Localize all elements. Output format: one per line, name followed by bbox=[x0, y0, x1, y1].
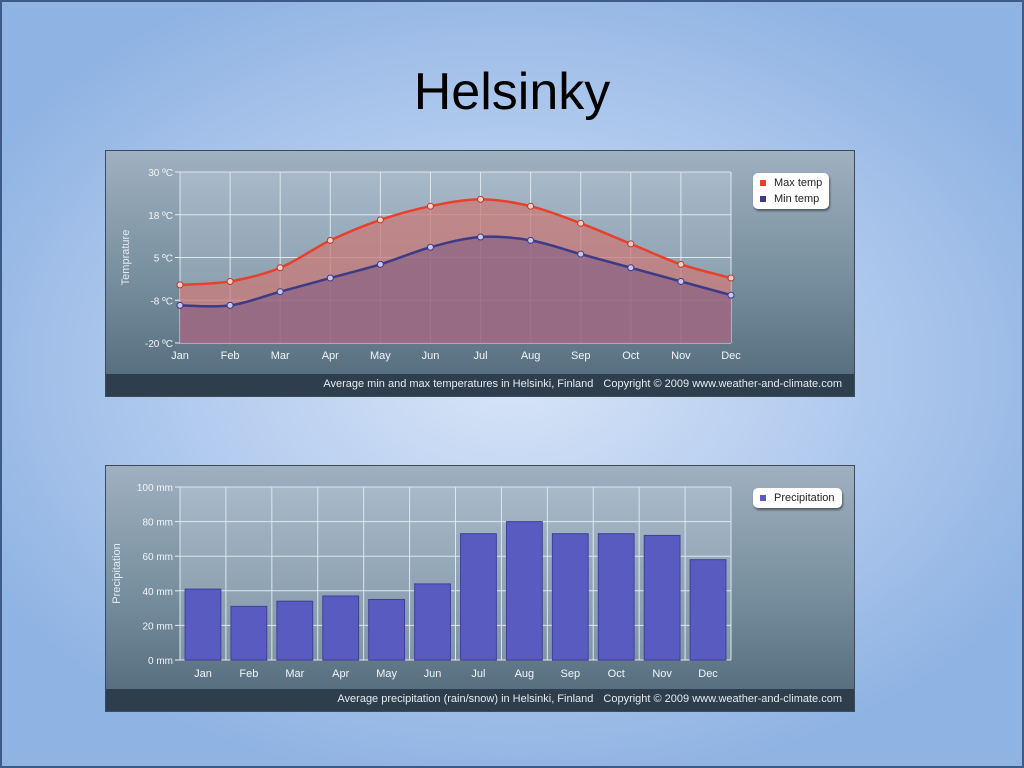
precipitation-chart-plot: 100 mm 80 mm 60 mm 40 mm 20 mm 0 mm Precipitat… bbox=[111, 483, 732, 680]
x-tick-label: Apr bbox=[332, 668, 349, 680]
max-temp-point bbox=[677, 260, 685, 268]
max-temp-point bbox=[226, 277, 234, 285]
y-tick-label: 20 mm bbox=[142, 621, 173, 632]
min-temp-point bbox=[376, 260, 384, 268]
min-temp-point bbox=[527, 236, 535, 244]
precipitation-bar bbox=[643, 534, 681, 661]
precipitation-caption: Average precipitation (rain/snow) in Hel… bbox=[337, 693, 594, 705]
x-tick-label: Feb bbox=[239, 668, 258, 680]
x-tick-label: Jan bbox=[171, 350, 189, 362]
x-tick-label: Nov bbox=[652, 668, 672, 680]
min-temp-line bbox=[179, 235, 732, 308]
min-temp-point bbox=[176, 301, 184, 309]
max-temp-point bbox=[276, 264, 284, 272]
precipitation-caption-bar: Average precipitation (rain/snow) in Hel… bbox=[106, 689, 854, 711]
min-temp-point bbox=[477, 233, 485, 241]
legend-item-max-temp: Max temp bbox=[760, 175, 822, 191]
x-tick-label: Aug bbox=[521, 350, 541, 362]
precipitation-swatch bbox=[760, 495, 766, 501]
x-tick-label: Jun bbox=[422, 350, 440, 362]
temperature-copyright: Copyright © 2009 www.weather-and-climate… bbox=[603, 378, 842, 390]
x-tick-label: Apr bbox=[322, 350, 339, 362]
max-temp-point bbox=[577, 219, 585, 227]
x-tick-label: Dec bbox=[721, 350, 741, 362]
x-tick-label: Sep bbox=[561, 668, 581, 680]
legend-item-precipitation: Precipitation bbox=[760, 490, 835, 506]
max-temp-point bbox=[176, 281, 184, 289]
min-temp-point bbox=[727, 291, 735, 299]
x-tick-label: Oct bbox=[608, 668, 625, 680]
y-tick-label: -8 ºC bbox=[150, 296, 173, 307]
precipitation-bar bbox=[551, 533, 589, 661]
precipitation-legend: Precipitation bbox=[753, 488, 842, 508]
max-temp-point bbox=[326, 236, 334, 244]
precipitation-bar bbox=[414, 583, 451, 661]
min-temp-point bbox=[627, 264, 635, 272]
min-temp-point bbox=[226, 301, 234, 309]
y-tick-label: 18 ºC bbox=[148, 211, 173, 222]
min-temp-point bbox=[577, 250, 585, 258]
max-temp-point bbox=[527, 202, 535, 210]
precipitation-bar bbox=[597, 533, 635, 661]
y-tick-label: 40 mm bbox=[142, 587, 173, 598]
min-temp-swatch bbox=[760, 196, 766, 202]
precipitation-bar bbox=[230, 605, 268, 661]
legend-item-min-temp: Min temp bbox=[760, 191, 822, 207]
y-tick-label: 0 mm bbox=[148, 656, 173, 667]
x-tick-label: May bbox=[376, 668, 397, 680]
x-tick-label: May bbox=[370, 350, 391, 362]
precipitation-copyright: Copyright © 2009 www.weather-and-climate… bbox=[603, 693, 842, 705]
min-temp-point bbox=[426, 243, 434, 251]
temperature-chart: 30 ºC 18 ºC 5 ºC -8 ºC -20 ºC Jan Feb Mar Apr May… bbox=[105, 150, 855, 397]
x-tick-label: Nov bbox=[671, 350, 691, 362]
max-temp-point bbox=[426, 202, 434, 210]
slide-title: Helsinky bbox=[413, 63, 611, 121]
x-tick-label: Aug bbox=[515, 668, 535, 680]
precipitation-bar bbox=[276, 600, 314, 661]
y-tick-label: 5 ºC bbox=[154, 254, 173, 265]
temperature-caption-bar: Average min and max temperatures in Hels… bbox=[106, 374, 854, 396]
min-temp-point bbox=[326, 274, 334, 282]
x-tick-label: Jan bbox=[194, 668, 212, 680]
precipitation-chart: 100 mm 80 mm 60 mm 40 mm 20 mm 0 mm Precipitat… bbox=[105, 465, 855, 712]
min-temp-area bbox=[180, 236, 731, 343]
precipitation-bar bbox=[505, 521, 543, 661]
y-tick-label: 80 mm bbox=[142, 518, 173, 529]
x-tick-label: Dec bbox=[698, 668, 718, 680]
precipitation-bar bbox=[689, 559, 727, 661]
y-axis-title: Precipitation bbox=[111, 543, 123, 604]
max-temp-point bbox=[477, 195, 485, 203]
temperature-caption: Average min and max temperatures in Hels… bbox=[323, 378, 594, 390]
x-tick-label: Sep bbox=[571, 350, 591, 362]
precipitation-bar bbox=[184, 588, 222, 661]
x-tick-label: Jul bbox=[471, 668, 485, 680]
x-tick-label: Oct bbox=[622, 350, 639, 362]
max-temp-line bbox=[179, 198, 732, 287]
min-temp-point bbox=[276, 288, 284, 296]
precipitation-bar bbox=[368, 598, 406, 661]
legend-label-min-temp: Min temp bbox=[774, 193, 820, 205]
x-tick-label: Jun bbox=[424, 668, 442, 680]
y-axis-title: Temprature bbox=[120, 230, 132, 286]
max-temp-point bbox=[727, 274, 735, 282]
legend-label-precipitation: Precipitation bbox=[774, 492, 835, 504]
x-tick-label: Mar bbox=[285, 668, 304, 680]
y-tick-label: 100 mm bbox=[137, 483, 173, 494]
y-tick-label: 60 mm bbox=[142, 552, 173, 563]
y-tick-label: -20 ºC bbox=[145, 339, 173, 350]
x-tick-label: Mar bbox=[271, 350, 290, 362]
max-temp-point bbox=[376, 216, 384, 224]
min-temp-point bbox=[677, 277, 685, 285]
precipitation-bar bbox=[460, 533, 497, 661]
x-tick-label: Jul bbox=[474, 350, 488, 362]
y-tick-label: 30 ºC bbox=[148, 168, 173, 179]
x-tick-label: Feb bbox=[221, 350, 240, 362]
legend-label-max-temp: Max temp bbox=[774, 177, 823, 189]
temperature-legend: Max temp Min temp bbox=[753, 173, 830, 209]
precipitation-bar bbox=[322, 595, 360, 661]
max-temp-swatch bbox=[760, 180, 766, 186]
max-temp-point bbox=[627, 240, 635, 248]
